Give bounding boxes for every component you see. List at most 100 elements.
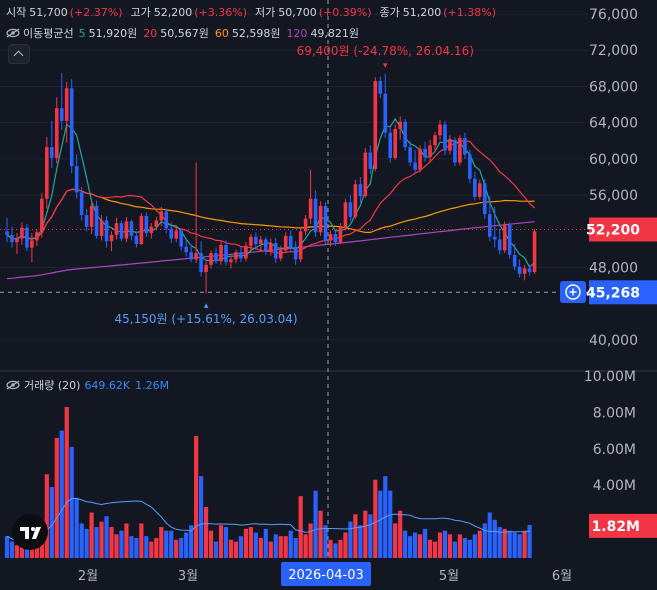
time-axis[interactable]: 2월 3월 5월 6월 2026-04-03 bbox=[78, 562, 572, 586]
ma60-value: 52,598원 bbox=[231, 27, 281, 40]
volume-bar bbox=[442, 530, 448, 558]
volume-bar bbox=[368, 514, 373, 558]
volume-bar bbox=[512, 532, 517, 558]
volume-bar bbox=[74, 497, 79, 558]
volume-bar bbox=[303, 534, 308, 558]
volume-bar bbox=[129, 536, 134, 558]
candle-body bbox=[378, 81, 383, 94]
ma20-period: 20 bbox=[143, 26, 158, 40]
candle-body bbox=[443, 124, 447, 151]
candle-body bbox=[40, 198, 44, 233]
close-change: (+1.38%) bbox=[443, 6, 496, 19]
candle-body bbox=[104, 220, 109, 242]
moving-average-legend[interactable]: 이동평균선 5 51,920원 20 50,567원 60 52,598원 120 49… bbox=[6, 25, 365, 41]
volume-bar bbox=[149, 541, 154, 558]
candle-body bbox=[517, 266, 522, 274]
ma120-period: 120 bbox=[286, 26, 308, 40]
close-label: 종가 bbox=[379, 6, 400, 19]
candle-body bbox=[358, 184, 363, 197]
candle-body bbox=[259, 239, 263, 245]
volume-axis[interactable]: 10.00M 8.00M 6.00M 4.00M bbox=[584, 369, 636, 494]
volume-bar bbox=[248, 527, 253, 558]
candle-body bbox=[109, 234, 114, 242]
low-value: 50,700 bbox=[278, 6, 317, 19]
volume-bar bbox=[34, 543, 39, 558]
volume-bar bbox=[233, 541, 239, 558]
candle-body bbox=[169, 228, 174, 239]
tradingview-logo-icon[interactable] bbox=[12, 514, 48, 550]
candle-body bbox=[423, 148, 427, 158]
eye-icon[interactable] bbox=[6, 380, 20, 390]
grid-lines bbox=[0, 13, 588, 341]
volume-bar bbox=[243, 528, 248, 558]
axis-badges: 52,200 45,268 1.82M bbox=[586, 217, 657, 538]
candle-body bbox=[492, 236, 497, 240]
volume-bar bbox=[432, 541, 438, 558]
volume-bar bbox=[144, 536, 149, 558]
candle-body bbox=[15, 238, 19, 243]
candle-body bbox=[373, 81, 378, 169]
candle-body bbox=[189, 252, 193, 260]
candle-body bbox=[502, 224, 507, 251]
volume-bar bbox=[393, 523, 398, 558]
candle-body bbox=[497, 239, 502, 251]
last-volume-label: 1.82M bbox=[592, 519, 640, 535]
price-tick-label: 72,000 bbox=[589, 43, 638, 59]
candle-body bbox=[293, 246, 298, 260]
high-change: (+3.36%) bbox=[194, 6, 247, 19]
volume-bar bbox=[338, 539, 343, 558]
volume-bar bbox=[159, 527, 164, 558]
volume-bar bbox=[278, 536, 283, 558]
last-price-label: 52,200 bbox=[586, 223, 640, 239]
candle-body bbox=[254, 236, 258, 245]
candle-body bbox=[353, 184, 358, 217]
candle-body bbox=[45, 147, 49, 199]
volume-bar bbox=[298, 496, 303, 558]
candle-body bbox=[89, 205, 94, 227]
volume-bar bbox=[283, 536, 288, 558]
volume-bar bbox=[457, 534, 463, 558]
volume-bar bbox=[64, 406, 69, 558]
chevron-up-icon[interactable] bbox=[8, 44, 30, 64]
candle-body bbox=[144, 215, 149, 234]
volume-bar bbox=[4, 536, 10, 558]
plus-circle-icon[interactable] bbox=[560, 281, 586, 304]
eye-icon[interactable] bbox=[6, 28, 20, 38]
candle-body bbox=[527, 268, 532, 273]
time-tick-label: 5월 bbox=[439, 569, 459, 584]
volume-bar bbox=[398, 510, 403, 558]
price-tick-label: 56,000 bbox=[589, 188, 638, 204]
ma-label: 이동평균선 bbox=[23, 27, 74, 40]
volume-bar bbox=[223, 527, 229, 558]
candle-body bbox=[468, 154, 472, 179]
last-volume-badge bbox=[589, 513, 657, 538]
candle-body bbox=[433, 135, 437, 146]
candle-body bbox=[268, 243, 273, 252]
candle-body bbox=[313, 198, 318, 233]
volume-bar bbox=[84, 528, 89, 558]
candle-body bbox=[338, 227, 343, 243]
volume-tick-label: 4.00M bbox=[593, 478, 636, 494]
candle-body bbox=[303, 218, 308, 232]
volume-legend[interactable]: 거래량 (20) 649.62K 1.26M bbox=[6, 377, 169, 393]
price-tick-label: 48,000 bbox=[589, 261, 638, 277]
price-tick-label: 60,000 bbox=[589, 152, 638, 168]
volume-bar bbox=[164, 530, 169, 558]
candle-body bbox=[154, 220, 159, 227]
price-axis[interactable]: 76,000 72,000 68,000 64,000 60,000 56,000 48,0… bbox=[589, 7, 638, 349]
candle-body bbox=[278, 250, 283, 259]
candle-body bbox=[239, 252, 243, 259]
volume-value-1: 649.62K bbox=[84, 378, 131, 392]
volume-bar bbox=[14, 545, 20, 558]
candle-body bbox=[214, 253, 218, 262]
low-label: 저가 bbox=[255, 6, 276, 19]
candle-body bbox=[49, 147, 54, 158]
volume-bar bbox=[228, 539, 234, 558]
candle-body bbox=[413, 162, 417, 170]
hover-date-badge bbox=[281, 562, 371, 586]
volume-bar bbox=[238, 536, 244, 558]
candle-body bbox=[298, 231, 303, 260]
volume-bar bbox=[293, 537, 298, 558]
volume-bar bbox=[358, 525, 363, 558]
